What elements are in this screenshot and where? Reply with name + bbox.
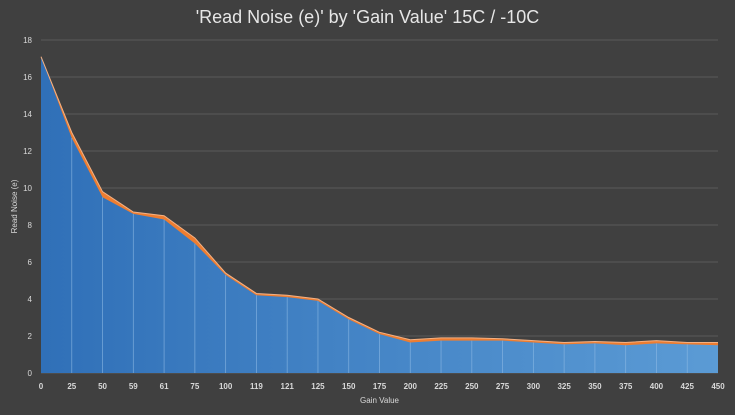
x-tick-label: 300	[527, 382, 541, 391]
x-tick-label: 350	[588, 382, 602, 391]
x-tick-label: 100	[219, 382, 233, 391]
category-dividers	[71, 138, 688, 373]
series-line-1	[40, 56, 718, 343]
x-tick-label: 50	[98, 382, 107, 391]
x-tick-label: 450	[711, 382, 725, 391]
x-tick-label: 250	[465, 382, 479, 391]
x-tick-label: 25	[67, 382, 76, 391]
series-areas	[40, 56, 718, 374]
x-tick-label: 400	[650, 382, 664, 391]
x-tick-label: 0	[39, 382, 44, 391]
y-axis-ticks: 0 2 4 6 8 10 12 14 16 18	[23, 36, 32, 378]
x-tick-label: 75	[190, 382, 199, 391]
y-tick-label: 14	[23, 110, 32, 119]
chart-title: 'Read Noise (e)' by 'Gain Value' 15C / -…	[195, 7, 540, 27]
x-tick-label: 225	[434, 382, 448, 391]
x-tick-label: 325	[557, 382, 571, 391]
x-tick-label: 61	[160, 382, 169, 391]
y-tick-label: 16	[23, 73, 32, 82]
x-tick-label: 125	[311, 382, 325, 391]
y-tick-label: 12	[23, 147, 32, 156]
y-tick-label: 2	[28, 332, 33, 341]
x-axis-ticks: 0 25 50 59 61 75 100 119 121 125 150 175 200 225 250 27…	[39, 382, 725, 391]
y-tick-label: 8	[28, 221, 33, 230]
x-tick-label: 175	[373, 382, 387, 391]
y-tick-label: 10	[23, 184, 32, 193]
y-tick-label: 4	[28, 295, 33, 304]
x-tick-label: 121	[281, 382, 295, 391]
x-tick-label: 375	[619, 382, 633, 391]
x-tick-label: 200	[404, 382, 418, 391]
x-tick-label: 59	[129, 382, 138, 391]
y-tick-label: 0	[28, 369, 33, 378]
y-tick-label: 6	[28, 258, 33, 267]
y-axis-title: Read Noise (e)	[10, 179, 19, 233]
x-tick-label: 425	[681, 382, 695, 391]
y-tick-label: 18	[23, 36, 32, 45]
series-area-2	[41, 56, 718, 374]
x-axis-title: Gain Value	[360, 396, 400, 405]
x-tick-label: 119	[250, 382, 263, 391]
x-tick-label: 275	[496, 382, 510, 391]
x-tick-label: 150	[342, 382, 356, 391]
